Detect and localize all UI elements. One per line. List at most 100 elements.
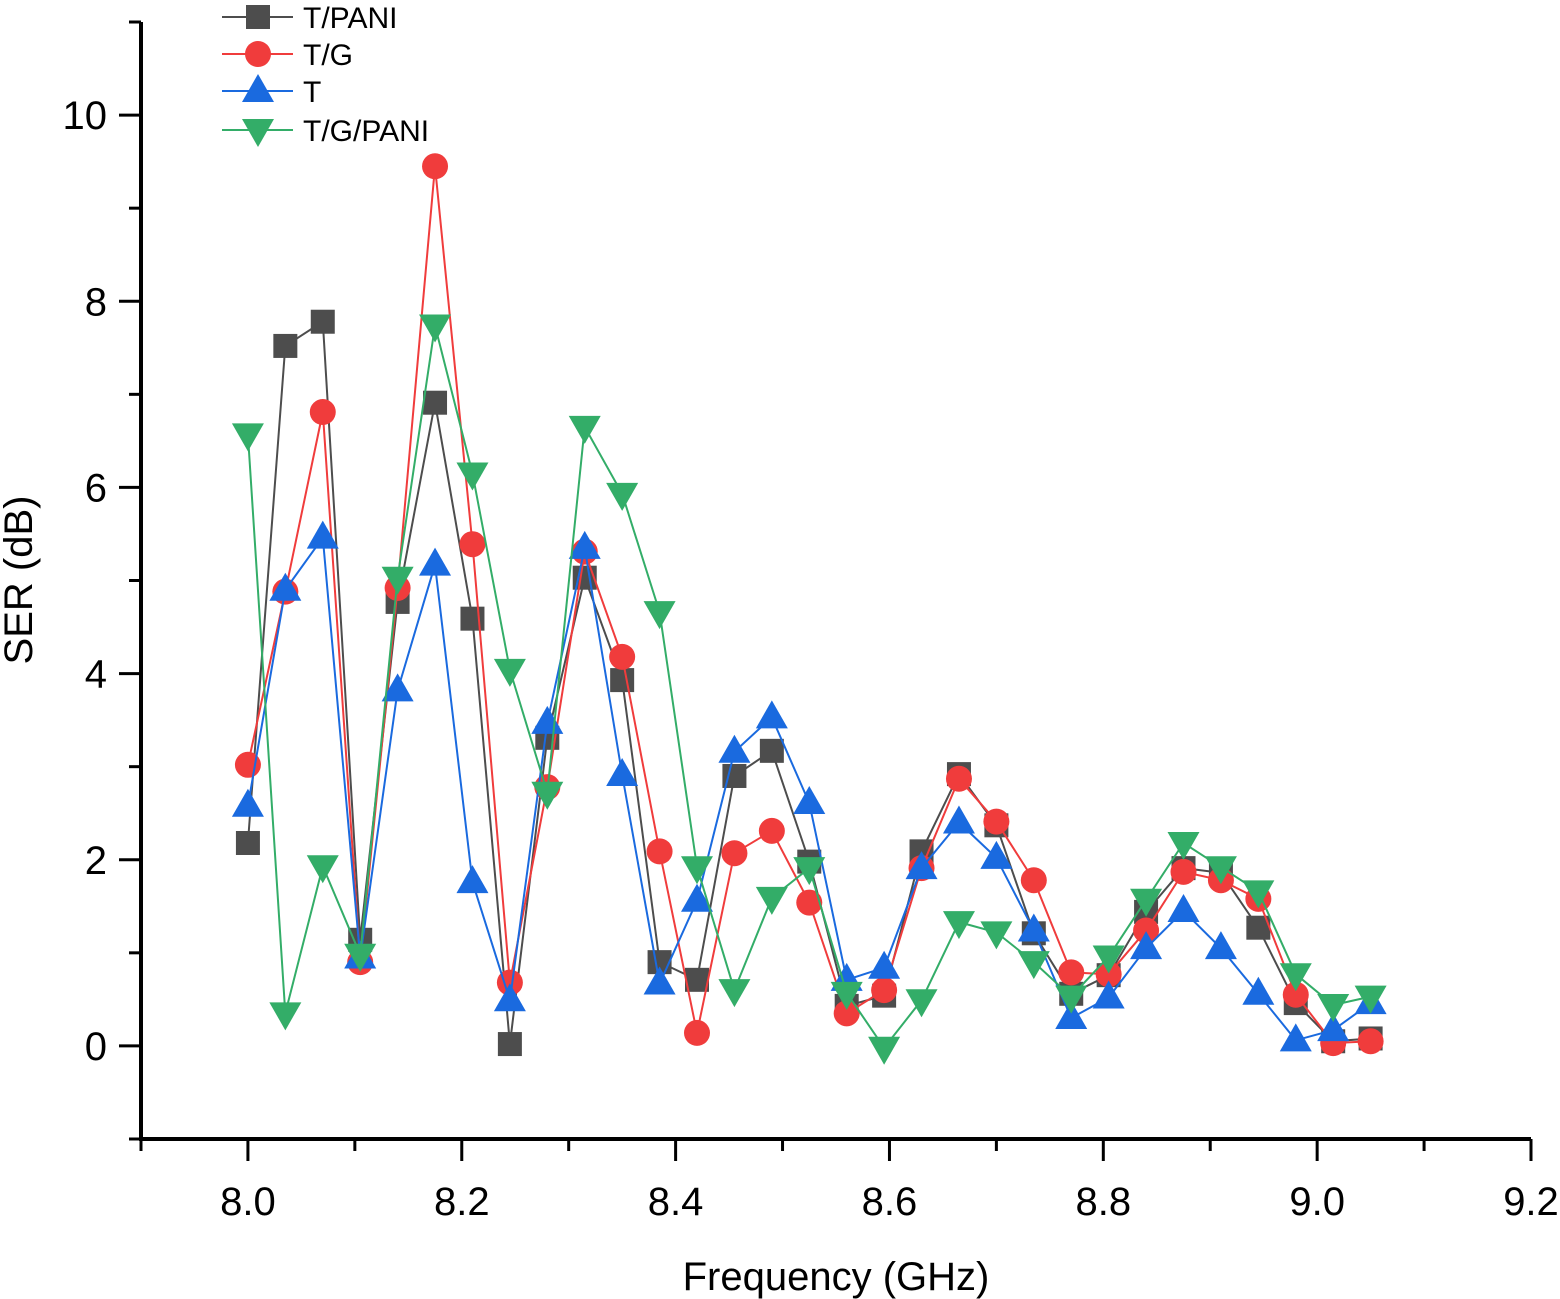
data-point [1017,951,1050,980]
data-point [610,668,635,693]
series-line [246,325,1371,1050]
y-tick-label: 10 [63,94,108,138]
data-point [493,658,526,687]
data-point [606,482,639,511]
data-point [231,423,264,452]
x-tick-label: 9.2 [1503,1180,1559,1224]
data-point [306,520,339,549]
data-point [833,1000,860,1027]
data-point [531,705,564,734]
legend-item: T/G [222,39,353,72]
data-point [568,415,601,444]
data-point [983,808,1010,835]
data-point [721,840,748,867]
data-point [758,817,785,844]
y-ticks: 0 2 4 6 8 10 [63,20,141,1141]
legend-marker-triangle-up-icon [242,74,274,102]
data-point [1020,867,1047,894]
data-point [568,530,601,559]
data-point [344,943,377,972]
x-tick-label: 8.8 [1076,1180,1132,1224]
data-point [269,572,302,601]
data-point [643,601,676,630]
y-axis-title: SER (dB) [0,496,41,665]
legend-label: T/PANI [303,2,397,35]
data-point [1167,893,1200,922]
data-point [609,643,636,670]
data-point [423,390,448,415]
data-point [1317,993,1350,1022]
data-point [1204,856,1237,885]
data-point [1133,917,1160,944]
data-point [1055,1000,1088,1029]
data-point [310,309,335,334]
data-point [646,838,673,865]
data-point [1130,931,1163,960]
data-point [1279,963,1312,992]
x-tick-label: 8.4 [648,1180,704,1224]
data-point [718,734,751,763]
data-point [1354,985,1387,1014]
data-point [830,981,863,1010]
data-point [945,765,972,792]
x-axis-title: Frequency (GHz) [683,1255,990,1299]
y-tick-label: 4 [85,653,107,697]
data-point [980,921,1013,950]
x-tick-label: 8.6 [862,1180,918,1224]
data-point [231,788,264,817]
series-line [246,319,1371,1045]
data-point [1095,961,1122,988]
data-point [1282,981,1309,1008]
data-point [496,969,523,996]
plot-area [231,153,1387,1065]
data-point [796,889,823,916]
legend: T/PANI T/G T T/G/PANI [222,2,429,148]
data-point [459,531,486,558]
data-point [905,851,938,880]
data-point [793,857,826,886]
data-point [235,830,260,855]
data-point [1092,980,1125,1009]
data-point [980,840,1013,869]
y-tick-label: 2 [85,839,107,883]
data-point [419,547,452,576]
data-point [1167,831,1200,860]
data-point [606,758,639,787]
legend-item: T/PANI [222,2,397,35]
data-point [381,673,414,702]
data-point [868,1036,901,1065]
data-point [759,738,784,763]
legend-item: T/G/PANI [222,115,429,148]
y-tick-label: 8 [85,280,107,324]
data-point [497,1032,522,1057]
axes: 8.0 8.2 8.4 8.6 8.8 9.0 9.2 0 2 4 6 8 10 [63,20,1559,1224]
data-point [793,785,826,814]
data-point [269,1002,302,1031]
x-ticks: 8.0 8.2 8.4 8.6 8.8 9.0 9.2 [139,1139,1559,1224]
legend-marker-circle-icon [245,41,271,67]
data-point [1357,1028,1384,1055]
legend-marker-triangle-down-icon [242,119,274,147]
data-point [681,883,713,912]
legend-label: T [303,76,321,109]
data-point [755,700,788,729]
data-point [1204,931,1237,960]
x-tick-label: 8.0 [220,1180,276,1224]
y-tick-label: 0 [85,1025,107,1069]
x-tick-label: 8.2 [434,1180,490,1224]
x-tick-label: 9.0 [1289,1180,1345,1224]
data-point [755,886,788,915]
legend-label: T/G [303,39,353,72]
series-t-g-pani [231,314,1387,1065]
data-point [493,983,526,1012]
legend-marker-square-icon [246,5,270,29]
data-point [1279,1023,1312,1052]
data-point [531,781,564,810]
data-point [1170,858,1197,885]
data-point [456,865,489,894]
y-tick-label: 6 [85,466,107,510]
data-point [905,989,938,1018]
data-point [422,153,449,180]
data-point [1242,880,1275,909]
